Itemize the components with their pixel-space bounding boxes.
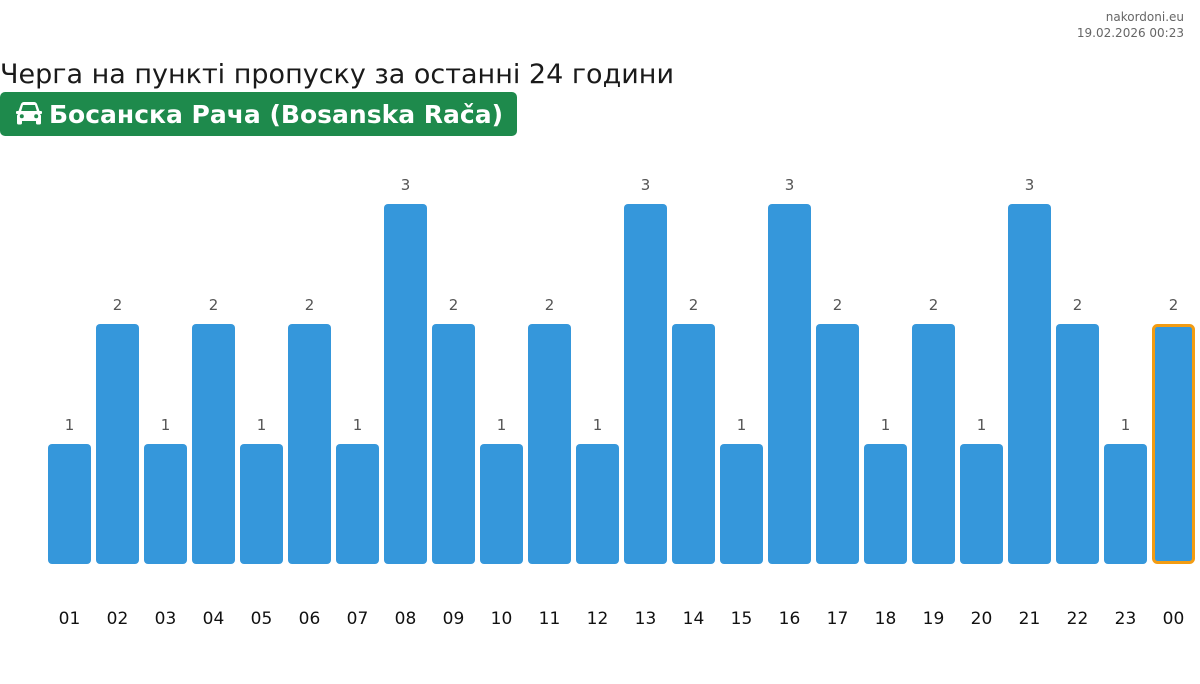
- tick-label-07: 07: [347, 609, 369, 629]
- value-label-06: 2: [305, 296, 315, 314]
- bar-11: [528, 324, 571, 564]
- bar-05: [240, 444, 283, 564]
- value-label-10: 1: [497, 416, 507, 434]
- tick-label-01: 01: [59, 609, 81, 629]
- value-label-02: 2: [113, 296, 123, 314]
- value-label-18: 1: [881, 416, 891, 434]
- tick-label-20: 20: [971, 609, 993, 629]
- car-icon: [15, 101, 43, 127]
- bar-15: [720, 444, 763, 564]
- value-label-21: 3: [1025, 176, 1035, 194]
- tick-label-18: 18: [875, 609, 897, 629]
- value-label-22: 2: [1073, 296, 1083, 314]
- value-label-13: 3: [641, 176, 651, 194]
- value-label-09: 2: [449, 296, 459, 314]
- tick-label-00: 00: [1163, 609, 1185, 629]
- value-label-14: 2: [689, 296, 699, 314]
- value-label-07: 1: [353, 416, 363, 434]
- bar-17: [816, 324, 859, 564]
- value-label-08: 3: [401, 176, 411, 194]
- tick-label-03: 03: [155, 609, 177, 629]
- value-label-15: 1: [737, 416, 747, 434]
- tick-label-16: 16: [779, 609, 801, 629]
- tick-label-02: 02: [107, 609, 129, 629]
- bar-09: [432, 324, 475, 564]
- value-label-20: 1: [977, 416, 987, 434]
- bar-18: [864, 444, 907, 564]
- bar-12: [576, 444, 619, 564]
- tick-label-19: 19: [923, 609, 945, 629]
- bar-10: [480, 444, 523, 564]
- value-label-05: 1: [257, 416, 267, 434]
- tick-label-13: 13: [635, 609, 657, 629]
- tick-label-06: 06: [299, 609, 321, 629]
- value-label-23: 1: [1121, 416, 1131, 434]
- tick-label-09: 09: [443, 609, 465, 629]
- tick-label-12: 12: [587, 609, 609, 629]
- value-label-04: 2: [209, 296, 219, 314]
- value-label-12: 1: [593, 416, 603, 434]
- tick-label-05: 05: [251, 609, 273, 629]
- value-label-16: 3: [785, 176, 795, 194]
- tick-label-10: 10: [491, 609, 513, 629]
- value-label-19: 2: [929, 296, 939, 314]
- source-site: nakordoni.eu: [1105, 10, 1184, 24]
- bar-20: [960, 444, 1003, 564]
- bar-14: [672, 324, 715, 564]
- tick-label-22: 22: [1067, 609, 1089, 629]
- tick-label-08: 08: [395, 609, 417, 629]
- value-label-03: 1: [161, 416, 171, 434]
- bar-00: [1152, 324, 1195, 564]
- bar-02: [96, 324, 139, 564]
- tick-label-21: 21: [1019, 609, 1041, 629]
- bar-19: [912, 324, 955, 564]
- source-info: nakordoni.eu 19.02.2026 00:23: [1077, 9, 1184, 41]
- bar-07: [336, 444, 379, 564]
- tick-label-14: 14: [683, 609, 705, 629]
- value-label-00: 2: [1169, 296, 1179, 314]
- value-label-17: 2: [833, 296, 843, 314]
- checkpoint-badge: Босанска Рача (Bosanska Rača): [0, 92, 518, 136]
- bar-16: [768, 204, 811, 564]
- bar-01: [48, 444, 91, 564]
- bar-21: [1008, 204, 1051, 564]
- value-label-11: 2: [545, 296, 555, 314]
- source-timestamp: 19.02.2026 00:23: [1076, 26, 1184, 40]
- tick-label-04: 04: [203, 609, 225, 629]
- tick-label-23: 23: [1115, 609, 1137, 629]
- value-label-01: 1: [65, 416, 75, 434]
- bar-04: [192, 324, 235, 564]
- bar-08: [384, 204, 427, 564]
- bar-13: [624, 204, 667, 564]
- tick-label-15: 15: [731, 609, 753, 629]
- bar-22: [1056, 324, 1099, 564]
- page-title: Черга на пункті пропуску за останні 24 г…: [0, 59, 674, 90]
- bar-23: [1104, 444, 1147, 564]
- tick-label-17: 17: [827, 609, 849, 629]
- bar-06: [288, 324, 331, 564]
- tick-label-11: 11: [539, 609, 561, 629]
- bar-03: [144, 444, 187, 564]
- checkpoint-name: Босанска Рача (Bosanska Rača): [49, 99, 504, 129]
